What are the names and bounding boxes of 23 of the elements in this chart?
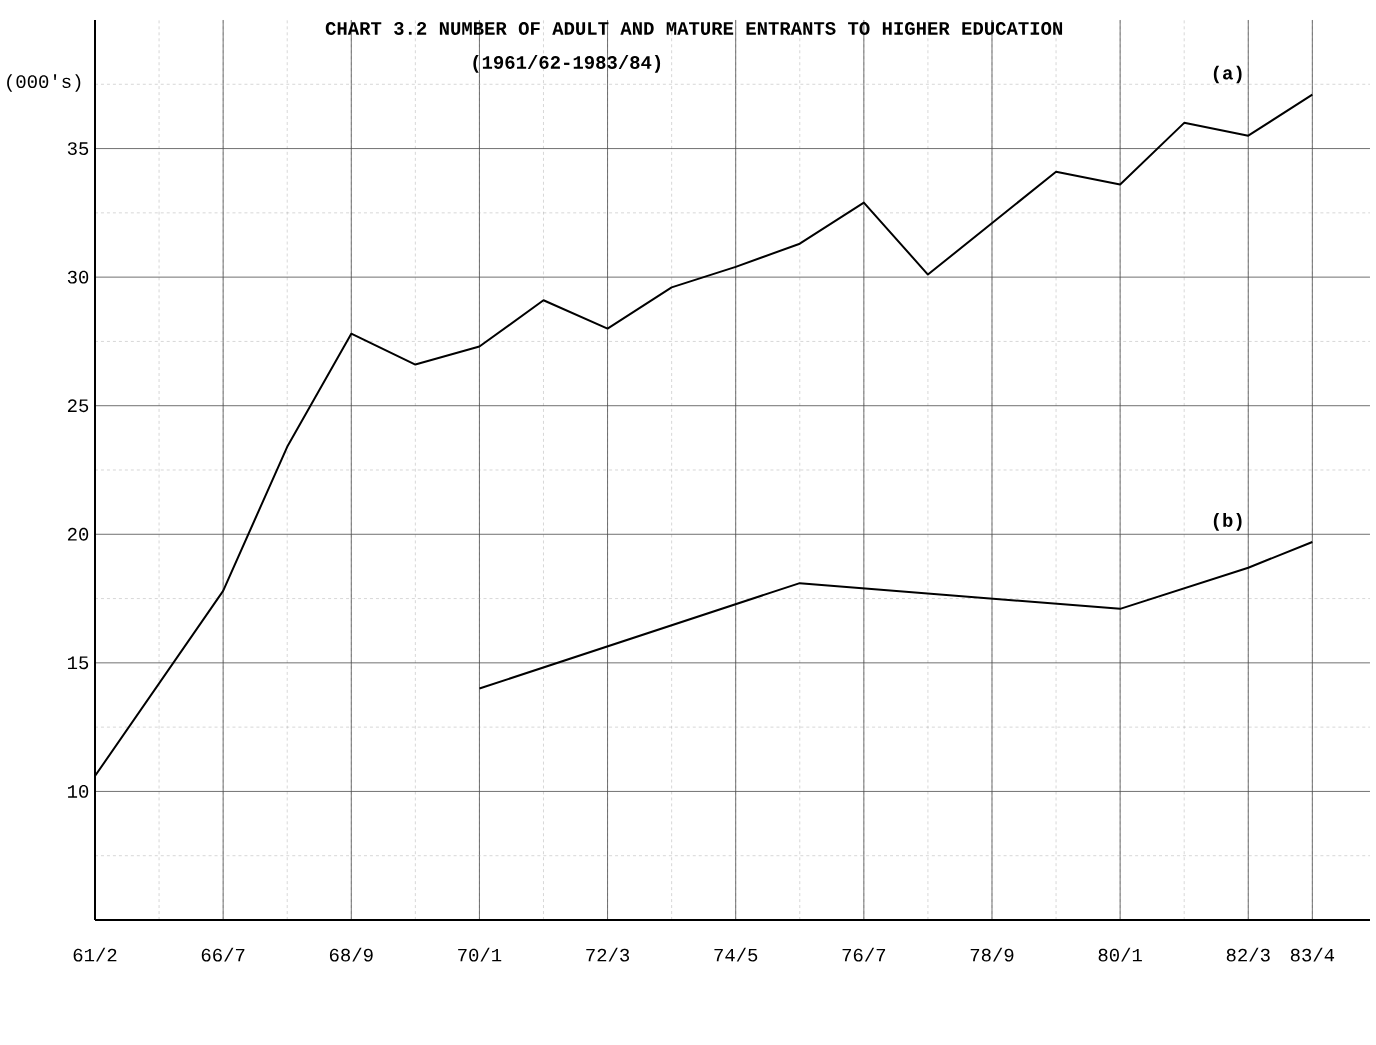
x-tick-label: 61/2 xyxy=(73,947,117,962)
text: (1961/62-1983/84) xyxy=(473,55,661,73)
y-tick-label: 30 xyxy=(67,270,89,284)
y-tick-label: 35 xyxy=(67,142,89,155)
x-tick-label: 70/1 xyxy=(458,947,502,962)
x-tick-label: 82/3 xyxy=(1226,947,1270,962)
x-tick-label: 83/4 xyxy=(1290,947,1335,962)
series-label: (b) xyxy=(1213,513,1242,531)
x-tick-label: 80/1 xyxy=(1098,947,1142,962)
line-series xyxy=(478,541,1314,690)
x-tick-label: 68/9 xyxy=(329,947,373,962)
x-tick-label: 72/3 xyxy=(586,947,630,962)
x-tick-label: 74/5 xyxy=(714,947,758,962)
x-tick-label: 76/7 xyxy=(842,947,886,962)
y-tick-label: 15 xyxy=(68,656,89,670)
x-tick-label: 66/7 xyxy=(201,947,245,962)
y-axis-title: (000's) xyxy=(7,74,81,92)
x-tick-label: 78/9 xyxy=(970,947,1014,962)
chart-title: CHART 3.2 NUMBER OF ADULT AND MATURE ENTRANTS TO HIGHER EDUCATION xyxy=(325,22,1063,35)
y-tick-label: 20 xyxy=(67,527,89,541)
text: (a) xyxy=(1213,65,1242,84)
y-tick-label: 25 xyxy=(67,399,89,413)
y-tick-label: 10 xyxy=(68,785,89,798)
